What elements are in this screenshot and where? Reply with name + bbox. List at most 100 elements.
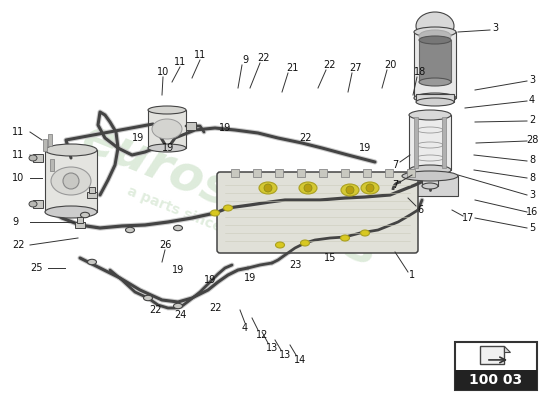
Text: 19: 19 <box>244 273 256 283</box>
Ellipse shape <box>419 36 451 44</box>
Text: 12: 12 <box>256 330 268 340</box>
Bar <box>297 169 305 177</box>
Circle shape <box>63 173 79 189</box>
Bar <box>231 169 239 177</box>
Text: 19: 19 <box>219 123 231 133</box>
FancyBboxPatch shape <box>217 172 418 253</box>
Ellipse shape <box>276 242 284 248</box>
Text: 10: 10 <box>12 173 24 183</box>
Bar <box>409 115 451 170</box>
Text: 11: 11 <box>12 150 24 160</box>
Ellipse shape <box>361 182 379 194</box>
Text: 19: 19 <box>172 265 184 275</box>
Bar <box>319 169 327 177</box>
Text: 5: 5 <box>529 223 535 233</box>
Text: 3: 3 <box>529 75 535 85</box>
Text: 17: 17 <box>462 213 474 223</box>
Bar <box>341 169 349 177</box>
Bar <box>385 169 393 177</box>
Ellipse shape <box>173 225 183 231</box>
Bar <box>77 217 83 223</box>
Text: 11: 11 <box>194 50 206 60</box>
Bar <box>422 172 438 186</box>
Circle shape <box>264 184 272 192</box>
Text: 22: 22 <box>299 133 311 143</box>
Ellipse shape <box>416 98 454 106</box>
Text: 9: 9 <box>12 217 18 227</box>
Ellipse shape <box>144 295 152 301</box>
Ellipse shape <box>211 210 219 216</box>
Ellipse shape <box>414 93 456 103</box>
Bar <box>75 222 85 228</box>
Text: 8: 8 <box>529 173 535 183</box>
Text: 24: 24 <box>174 310 186 320</box>
Ellipse shape <box>414 27 456 37</box>
Bar <box>33 154 43 162</box>
Text: 14: 14 <box>294 355 306 365</box>
Bar <box>87 192 97 198</box>
Bar <box>186 122 196 130</box>
Ellipse shape <box>125 227 135 233</box>
Text: 7: 7 <box>392 160 398 170</box>
Ellipse shape <box>340 235 349 241</box>
Bar <box>414 117 418 168</box>
Ellipse shape <box>148 106 186 114</box>
Ellipse shape <box>223 205 233 211</box>
Text: 25: 25 <box>30 263 42 273</box>
Ellipse shape <box>422 183 438 189</box>
Text: 26: 26 <box>159 240 171 250</box>
Bar <box>455 342 537 390</box>
Text: 19: 19 <box>162 143 174 153</box>
Polygon shape <box>504 346 510 352</box>
Text: 22: 22 <box>209 303 221 313</box>
Bar <box>48 134 52 146</box>
Text: 9: 9 <box>242 55 248 65</box>
Bar <box>50 159 54 171</box>
Text: 18: 18 <box>414 67 426 77</box>
Circle shape <box>346 186 354 194</box>
Bar <box>419 40 451 82</box>
Text: 13: 13 <box>266 343 278 353</box>
Text: a parts since 1985: a parts since 1985 <box>125 184 265 252</box>
Bar <box>407 169 415 177</box>
Ellipse shape <box>409 110 451 120</box>
Text: 4: 4 <box>242 323 248 333</box>
Text: 16: 16 <box>526 207 538 217</box>
Text: 28: 28 <box>526 135 538 145</box>
Text: 100 03: 100 03 <box>470 373 522 387</box>
Ellipse shape <box>341 184 359 196</box>
Text: 22: 22 <box>324 60 336 70</box>
Ellipse shape <box>416 12 454 40</box>
Bar <box>363 169 371 177</box>
Bar <box>253 169 261 177</box>
Text: 1: 1 <box>409 270 415 280</box>
Ellipse shape <box>360 230 370 236</box>
Ellipse shape <box>419 78 451 86</box>
Text: 22: 22 <box>148 305 161 315</box>
Text: 3: 3 <box>492 23 498 33</box>
Circle shape <box>366 184 374 192</box>
Bar <box>148 110 186 148</box>
Bar <box>416 94 454 102</box>
Text: 4: 4 <box>529 95 535 105</box>
Bar <box>275 169 283 177</box>
Ellipse shape <box>45 206 97 218</box>
Ellipse shape <box>409 165 451 175</box>
Text: 27: 27 <box>349 63 361 73</box>
Circle shape <box>304 184 312 192</box>
Bar <box>43 139 47 151</box>
Ellipse shape <box>419 30 451 42</box>
Ellipse shape <box>148 144 186 152</box>
Bar <box>402 176 458 196</box>
Ellipse shape <box>29 201 37 207</box>
Ellipse shape <box>80 212 90 218</box>
FancyBboxPatch shape <box>480 346 504 364</box>
Text: 21: 21 <box>286 63 298 73</box>
Text: 19: 19 <box>359 143 371 153</box>
Bar <box>45 150 97 212</box>
Bar <box>414 32 456 98</box>
Ellipse shape <box>259 182 277 194</box>
Text: 3: 3 <box>529 190 535 200</box>
Text: 22: 22 <box>257 53 270 63</box>
Ellipse shape <box>87 259 96 265</box>
